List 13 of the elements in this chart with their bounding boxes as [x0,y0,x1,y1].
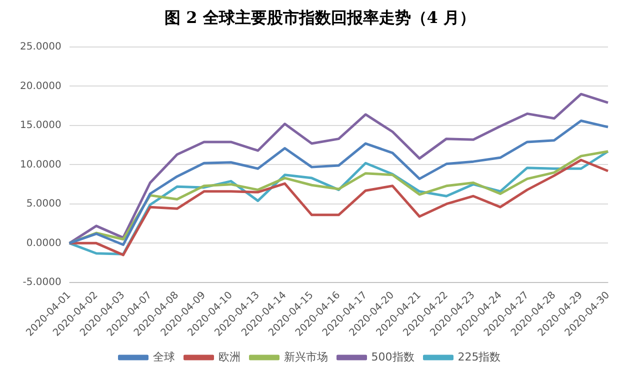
y-tick-label: -5.0000 [22,277,62,288]
chart-title: 图 2 全球主要股市指数回报率走势（4 月） [164,8,476,29]
legend-label: 欧洲 [218,350,240,364]
y-tick-label: 15.0000 [20,120,62,132]
y-tick-label: 5.0000 [26,198,62,210]
legend-label: 225指数 [458,350,501,364]
y-tick-label: 20.0000 [20,80,62,92]
legend-label: 500指数 [371,350,414,364]
y-tick-label: 0.0000 [26,238,62,249]
y-tick-label: 10.0000 [20,159,62,170]
y-tick-label: 25.0000 [20,42,62,53]
legend-label: 全球 [152,350,175,364]
legend-label: 新兴市场 [284,350,328,364]
